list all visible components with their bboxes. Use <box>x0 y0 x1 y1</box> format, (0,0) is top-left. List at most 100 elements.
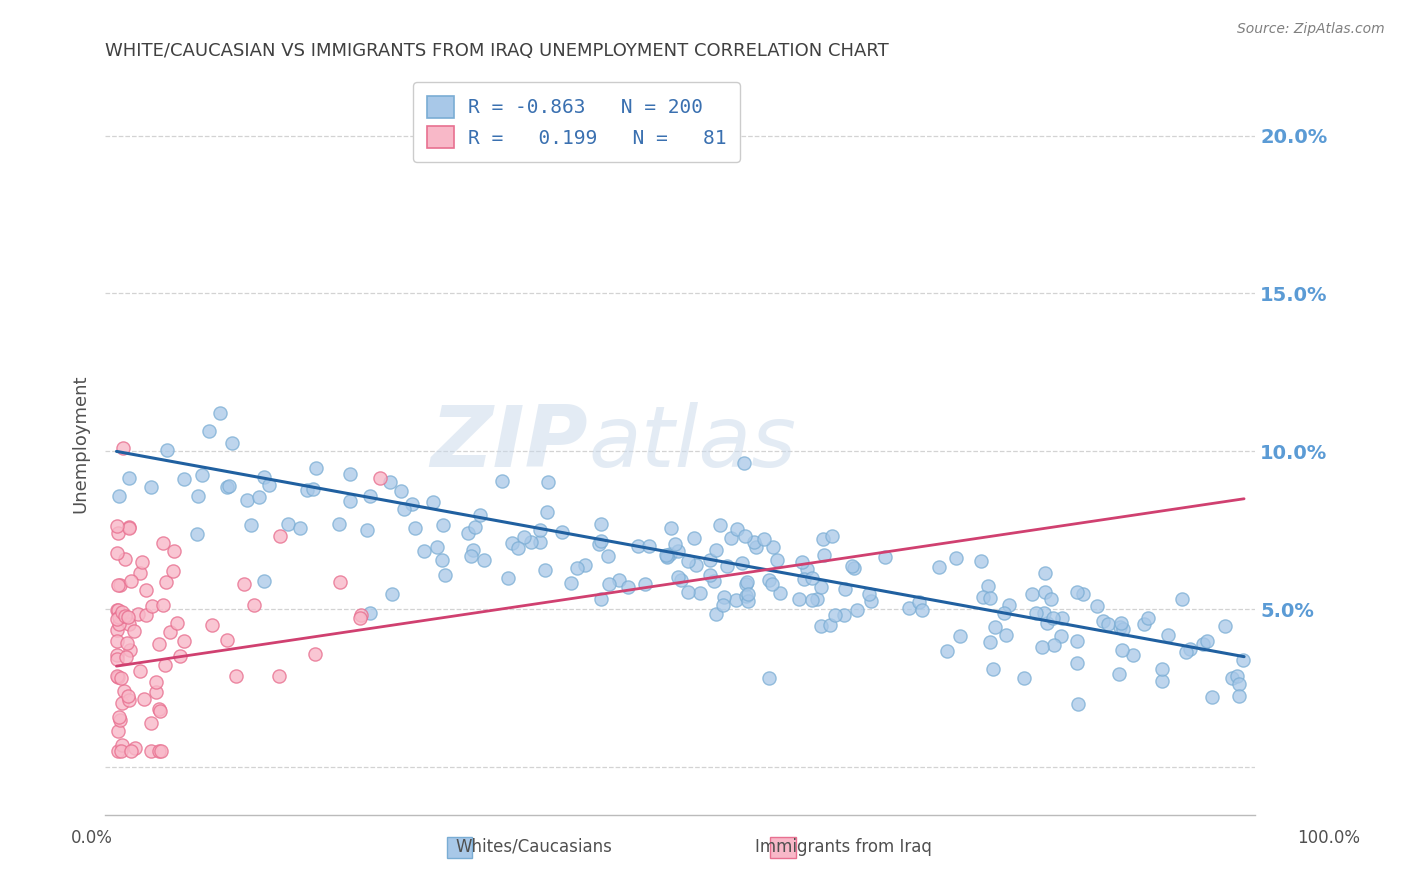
Point <box>676 585 699 599</box>
Point <box>1226 669 1249 683</box>
Point <box>598 549 620 563</box>
Point <box>1040 592 1063 607</box>
Point <box>339 494 361 508</box>
Point <box>148 702 170 716</box>
Point <box>356 524 378 538</box>
Point <box>145 685 167 699</box>
Point <box>173 634 195 648</box>
Point <box>401 497 423 511</box>
Point <box>120 574 142 588</box>
Point <box>173 471 195 485</box>
Point <box>810 580 832 594</box>
Point <box>145 675 167 690</box>
Point <box>225 669 247 683</box>
Point <box>627 540 650 554</box>
Point <box>117 609 139 624</box>
Point <box>111 605 134 619</box>
Point <box>598 577 620 591</box>
Point <box>1213 619 1236 633</box>
Point <box>533 563 555 577</box>
Point <box>305 461 328 475</box>
Point <box>1035 566 1057 581</box>
Point <box>1014 672 1036 686</box>
Point <box>359 606 381 620</box>
Point <box>977 579 1000 593</box>
Point <box>370 471 392 485</box>
Text: atlas: atlas <box>588 402 796 485</box>
Point <box>716 558 738 573</box>
Point <box>948 629 970 643</box>
Point <box>159 624 181 639</box>
Point <box>252 574 274 588</box>
Text: WHITE/CAUCASIAN VS IMMIGRANTS FROM IRAQ UNEMPLOYMENT CORRELATION CHART: WHITE/CAUCASIAN VS IMMIGRANTS FROM IRAQ … <box>105 42 889 60</box>
Point <box>638 539 661 553</box>
Point <box>704 607 727 621</box>
Point <box>858 587 880 601</box>
Point <box>149 744 172 758</box>
Point <box>115 636 138 650</box>
Point <box>112 684 135 698</box>
Point <box>733 456 755 470</box>
Point <box>725 522 748 536</box>
Point <box>588 537 610 551</box>
Point <box>186 527 208 541</box>
Point <box>290 521 312 535</box>
Point <box>1157 628 1180 642</box>
Point <box>117 689 139 703</box>
Point <box>529 523 551 537</box>
Point <box>108 713 131 727</box>
Point <box>302 482 325 496</box>
Point <box>769 586 792 600</box>
Point <box>190 467 212 482</box>
Point <box>111 697 134 711</box>
Point <box>998 599 1021 613</box>
Point <box>107 602 129 616</box>
Point <box>295 483 318 498</box>
Point <box>267 668 290 682</box>
Point <box>413 544 436 558</box>
Point <box>658 548 681 562</box>
Point <box>1043 638 1066 652</box>
Point <box>765 553 787 567</box>
Point <box>243 598 266 612</box>
Point <box>655 549 678 564</box>
Point <box>201 617 224 632</box>
Point <box>120 744 142 758</box>
Point <box>666 570 689 584</box>
Point <box>609 573 631 587</box>
Point <box>1085 599 1108 614</box>
Point <box>801 593 824 607</box>
Point <box>107 710 129 724</box>
Point <box>669 574 692 588</box>
Point <box>945 550 967 565</box>
Point <box>1066 656 1088 670</box>
Point <box>979 591 1001 606</box>
Point <box>155 574 177 589</box>
Point <box>114 609 136 624</box>
Point <box>737 594 759 608</box>
Point <box>105 669 128 683</box>
Point <box>758 671 780 685</box>
Point <box>156 442 179 457</box>
Point <box>897 601 920 615</box>
Point <box>513 530 536 544</box>
Point <box>148 637 170 651</box>
Point <box>110 671 132 685</box>
Text: Immigrants from Iraq: Immigrants from Iraq <box>755 838 932 855</box>
Point <box>110 744 132 758</box>
Point <box>752 532 775 546</box>
Point <box>824 607 846 622</box>
Point <box>304 647 326 661</box>
Point <box>107 578 129 592</box>
Point <box>664 537 686 551</box>
Point <box>1227 676 1250 690</box>
Point <box>1066 584 1088 599</box>
Point <box>218 479 240 493</box>
Point <box>1122 648 1144 663</box>
Point <box>1192 637 1215 651</box>
Point <box>928 560 950 574</box>
Point <box>107 525 129 540</box>
Point <box>1049 629 1071 643</box>
Point <box>565 560 588 574</box>
Point <box>1021 587 1043 601</box>
